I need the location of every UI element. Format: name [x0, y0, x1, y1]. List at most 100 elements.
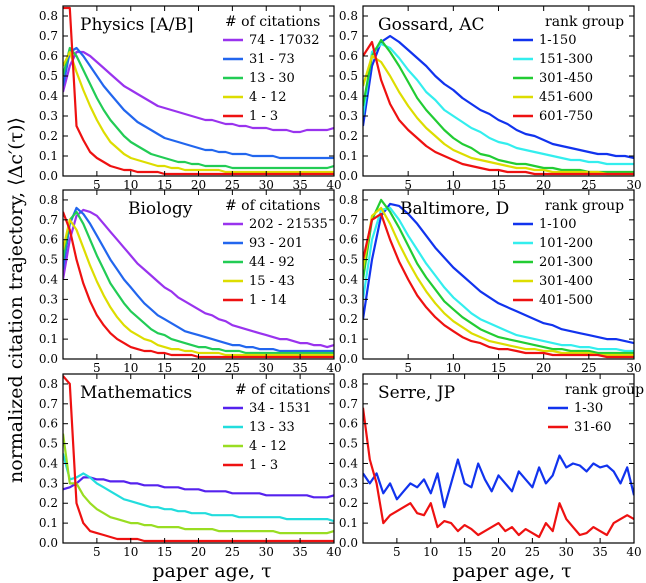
- y-tick-label: 0.4: [39, 456, 58, 470]
- y-tick-label: 0.5: [339, 69, 358, 83]
- y-tick-label: 0.7: [339, 29, 358, 43]
- panel-title: Biology: [128, 199, 193, 219]
- legend-entry: 401-500: [539, 293, 593, 308]
- y-tick-label: 0.3: [39, 109, 58, 123]
- x-tick-label: 20: [536, 178, 551, 192]
- legend-entry: 151-300: [539, 52, 593, 67]
- y-tick-label: 0.7: [339, 213, 358, 227]
- y-tick-label: 0.2: [39, 312, 58, 326]
- y-tick-label: 0.7: [39, 213, 58, 227]
- x-tick-label: 20: [536, 361, 551, 375]
- y-tick-label: 0.6: [39, 233, 58, 247]
- x-tick-label: 30: [559, 545, 574, 559]
- panel-3: 0.0 0.1 0.2 0.3 0.4 0.5 0.6 0.7 0.8 5 10 15 20 25 30 35…: [39, 189, 342, 375]
- y-tick-label: 0.1: [339, 516, 358, 530]
- x-tick-label: 15: [457, 545, 472, 559]
- x-tick-label: 15: [491, 178, 506, 192]
- series-line-4: [63, 218, 334, 357]
- series-line-1: [63, 208, 334, 349]
- y-tick-label: 0.6: [339, 49, 358, 63]
- x-tick-label: 40: [326, 178, 341, 192]
- x-tick-label: 25: [581, 178, 596, 192]
- legend-entry: 93 - 201: [249, 236, 303, 251]
- series-line-1: [63, 50, 334, 134]
- y-tick-label: 0.2: [339, 496, 358, 510]
- y-tick-label: 0.4: [39, 89, 58, 103]
- y-tick-label: 0.2: [339, 312, 358, 326]
- legend-title: # of citations: [225, 198, 320, 214]
- legend-entry: 301-400: [539, 274, 593, 289]
- y-tick-label: 0.2: [39, 129, 58, 143]
- y-axis-label: normalized citation trajectory, ⟨Δc′(τ)⟩: [5, 117, 27, 483]
- x-tick-label: 25: [225, 545, 240, 559]
- x-tick-label: 40: [326, 545, 341, 559]
- x-tick-label: 35: [592, 545, 607, 559]
- legend-entry: 202 - 21535: [249, 217, 328, 232]
- y-tick-label: 0.3: [339, 109, 358, 123]
- y-tick-label: 0.0: [339, 536, 358, 550]
- y-tick-label: 0.5: [39, 253, 58, 267]
- y-tick-label: 0.4: [39, 272, 58, 286]
- legend-entry: 31-60: [574, 420, 611, 435]
- x-tick-label: 10: [423, 545, 438, 559]
- y-tick-label: 0.3: [39, 292, 58, 306]
- legend-entry: 4 - 12: [249, 90, 286, 105]
- series-line-2: [363, 206, 634, 353]
- y-tick-label: 0.5: [39, 69, 58, 83]
- legend-entry: 4 - 12: [249, 439, 286, 454]
- x-tick-label: 25: [225, 361, 240, 375]
- legend-entry: 201-300: [539, 255, 593, 270]
- series-line-4: [363, 206, 634, 357]
- x-tick-label: 15: [157, 178, 172, 192]
- x-tick-label: 5: [93, 545, 101, 559]
- panel-title: Baltimore, D: [400, 199, 509, 219]
- panel-1: 0.0 0.1 0.2 0.3 0.4 0.5 0.6 0.7 0.8 5 10 15 20 25 30 35…: [39, 5, 342, 192]
- panel-title: Serre, JP: [378, 383, 455, 403]
- series-line-2: [63, 46, 334, 160]
- y-tick-label: 0.5: [339, 437, 358, 451]
- legend-entry: 31 - 73: [249, 52, 295, 67]
- y-tick-label: 0.4: [339, 272, 358, 286]
- legend-entry: 13 - 30: [249, 71, 295, 86]
- x-tick-label: 35: [292, 545, 307, 559]
- legend-entry: 1-100: [539, 217, 576, 232]
- series-line-1: [363, 454, 634, 509]
- x-tick-label: 30: [626, 361, 641, 375]
- legend-entry: 13 - 33: [249, 420, 295, 435]
- legend-title: rank group: [565, 382, 644, 398]
- y-tick-label: 0.1: [39, 149, 58, 163]
- series-line-4: [63, 50, 334, 174]
- x-tick-label: 25: [525, 545, 540, 559]
- y-tick-label: 0.2: [39, 496, 58, 510]
- panel-5: 0.0 0.1 0.2 0.3 0.4 0.5 0.6 0.7 0.8 5 10 15 20 25 30 35…: [39, 373, 342, 559]
- x-tick-label: 10: [123, 361, 138, 375]
- legend-title: rank group: [545, 198, 624, 214]
- x-tick-label: 15: [491, 361, 506, 375]
- y-tick-label: 0.3: [339, 476, 358, 490]
- x-tick-label: 10: [123, 545, 138, 559]
- x-tick-label: 30: [259, 178, 274, 192]
- y-tick-label: 0.5: [339, 253, 358, 267]
- panel-title: Physics [A/B]: [80, 15, 194, 35]
- x-tick-label: 5: [404, 178, 412, 192]
- series-line-1: [63, 476, 334, 499]
- x-axis-label-left: paper age, τ: [152, 560, 271, 582]
- x-tick-label: 30: [259, 545, 274, 559]
- x-tick-label: 15: [157, 545, 172, 559]
- series-line-2: [63, 206, 334, 353]
- x-tick-label: 20: [191, 178, 206, 192]
- x-tick-label: 5: [93, 178, 101, 192]
- panel-2: 0.0 0.1 0.2 0.3 0.4 0.5 0.6 0.7 0.8 5 10 15 20 25 30 Go…: [339, 5, 642, 192]
- legend-entry: 1 - 14: [249, 293, 286, 308]
- x-tick-label: 35: [292, 361, 307, 375]
- legend-entry: 1-150: [539, 33, 576, 48]
- y-tick-label: 0.3: [339, 292, 358, 306]
- y-tick-label: 0.8: [339, 377, 358, 391]
- y-tick-label: 0.6: [39, 417, 58, 431]
- legend-entry: 451-600: [539, 90, 593, 105]
- legend-entry: 74 - 17032: [249, 33, 320, 48]
- legend-entry: 1 - 3: [249, 109, 278, 124]
- x-tick-label: 5: [404, 361, 412, 375]
- series-line-1: [363, 202, 634, 345]
